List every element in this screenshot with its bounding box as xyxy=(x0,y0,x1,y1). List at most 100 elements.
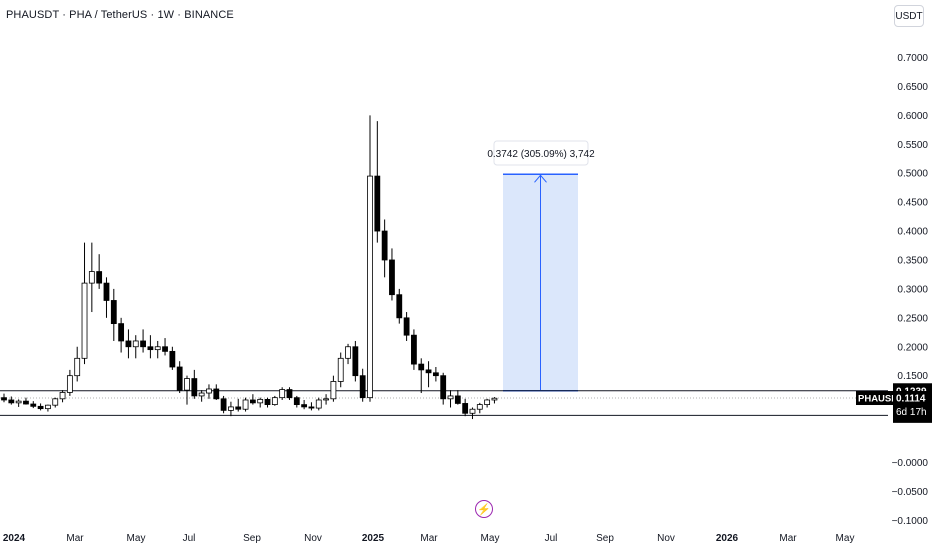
candle-body xyxy=(191,378,198,397)
candle-body xyxy=(88,271,95,284)
candle-38 xyxy=(279,387,286,400)
candle-39 xyxy=(286,387,293,400)
candle-21 xyxy=(154,340,161,359)
candle-body xyxy=(374,175,381,232)
price-tick-label: 0.3000 xyxy=(897,284,928,295)
candle-37 xyxy=(271,395,278,406)
candle-body xyxy=(147,346,154,351)
candle-body xyxy=(389,259,395,296)
candle-body xyxy=(30,403,37,407)
symbol-legend-title[interactable]: PHAUSDT · PHA / TetherUS · 1W · BINANCE xyxy=(6,9,234,21)
candle-24 xyxy=(176,361,183,394)
measure-label: 0.3742 (305.09%) 3,742 xyxy=(487,149,595,160)
candle-body xyxy=(286,389,293,399)
measure-tool[interactable]: 0.3742 (305.09%) 3,742 xyxy=(487,140,595,392)
candle-body xyxy=(74,357,81,377)
currency-button[interactable]: USDT xyxy=(894,5,924,27)
time-tick-label: Sep xyxy=(243,533,261,544)
candle-body xyxy=(132,340,139,348)
candle-body xyxy=(1,397,7,401)
candle-19 xyxy=(140,329,146,353)
candle-42 xyxy=(308,402,315,411)
candle-body xyxy=(447,395,454,400)
symbol-tag: PHAUSDT xyxy=(858,394,904,405)
time-tick-label: Jul xyxy=(545,533,558,544)
candle-body xyxy=(37,405,44,410)
candles xyxy=(1,115,498,420)
candle-body xyxy=(432,372,439,377)
time-tick-label: Mar xyxy=(779,533,797,544)
candle-36 xyxy=(264,397,271,408)
candle-body xyxy=(140,340,146,348)
candle-13 xyxy=(96,254,103,289)
candle-51 xyxy=(374,121,381,243)
candle-body xyxy=(359,375,366,399)
candle-49 xyxy=(359,368,366,402)
price-tick-label: 0.5000 xyxy=(897,169,928,180)
candle-54 xyxy=(396,288,403,324)
candle-44 xyxy=(323,394,329,405)
price-tick-label: 0.6000 xyxy=(897,111,928,122)
candle-body xyxy=(425,369,432,374)
candle-body xyxy=(66,375,73,393)
candle-29 xyxy=(213,384,220,400)
candle-body xyxy=(462,403,469,414)
candle-17 xyxy=(125,329,132,359)
candle-3 xyxy=(23,397,29,405)
candle-body xyxy=(235,406,242,410)
candle-58 xyxy=(425,361,432,388)
candle-27 xyxy=(198,390,205,402)
candle-body xyxy=(491,397,498,401)
candle-50 xyxy=(367,115,373,402)
price-tick-label: 0.7000 xyxy=(897,53,928,64)
candle-47 xyxy=(345,343,351,365)
price-tick-label: 0.4000 xyxy=(897,227,928,238)
candle-41 xyxy=(301,399,308,410)
candle-2 xyxy=(15,399,22,407)
time-tick-label: Jul xyxy=(183,533,196,544)
candle-body xyxy=(45,404,51,410)
time-axis[interactable]: 2024 Mar May Jul Sep Nov 2025 Mar May Jul Sep Nov 20… xyxy=(3,533,855,544)
candle-5 xyxy=(37,403,44,411)
candle-body xyxy=(52,398,59,406)
lightning-icon[interactable]: ⚡ xyxy=(475,500,493,518)
candle-body xyxy=(125,340,132,348)
candle-body xyxy=(367,175,373,399)
price-tick-label: −0.1000 xyxy=(892,516,929,527)
time-tick-label: May xyxy=(481,533,500,544)
candle-14 xyxy=(103,277,110,318)
time-tick-label: Nov xyxy=(304,533,322,544)
candle-body xyxy=(249,399,256,404)
candle-46 xyxy=(337,352,344,388)
candle-7 xyxy=(52,397,59,408)
candle-26 xyxy=(191,369,198,399)
price-tick-label: 0.4500 xyxy=(897,198,928,209)
time-tick-label: Mar xyxy=(66,533,84,544)
candle-body xyxy=(264,398,271,405)
candle-body xyxy=(15,400,22,404)
candle-body xyxy=(271,397,278,405)
candle-15 xyxy=(110,288,117,341)
current-price-badge xyxy=(893,391,932,421)
candle-67 xyxy=(491,397,498,404)
candle-body xyxy=(220,398,227,411)
candle-6 xyxy=(45,404,51,412)
candle-body xyxy=(213,388,220,400)
price-tick-label: 0.1500 xyxy=(897,371,928,382)
candle-60 xyxy=(440,372,447,405)
price-axis[interactable]: 0.7000 0.6500 0.6000 0.5500 0.5000 0.4500 0.40… xyxy=(892,53,929,527)
candle-59 xyxy=(432,366,439,382)
time-tick-label: 2024 xyxy=(3,533,26,544)
candle-18 xyxy=(132,335,139,359)
candle-body xyxy=(308,406,315,409)
candle-body xyxy=(257,398,264,404)
price-tick-label: −0.0000 xyxy=(892,458,929,469)
candle-body xyxy=(242,399,249,410)
candle-body xyxy=(96,271,103,284)
candle-body xyxy=(403,317,410,336)
candle-11 xyxy=(81,242,88,365)
candle-35 xyxy=(257,397,264,408)
candle-body xyxy=(176,366,183,391)
